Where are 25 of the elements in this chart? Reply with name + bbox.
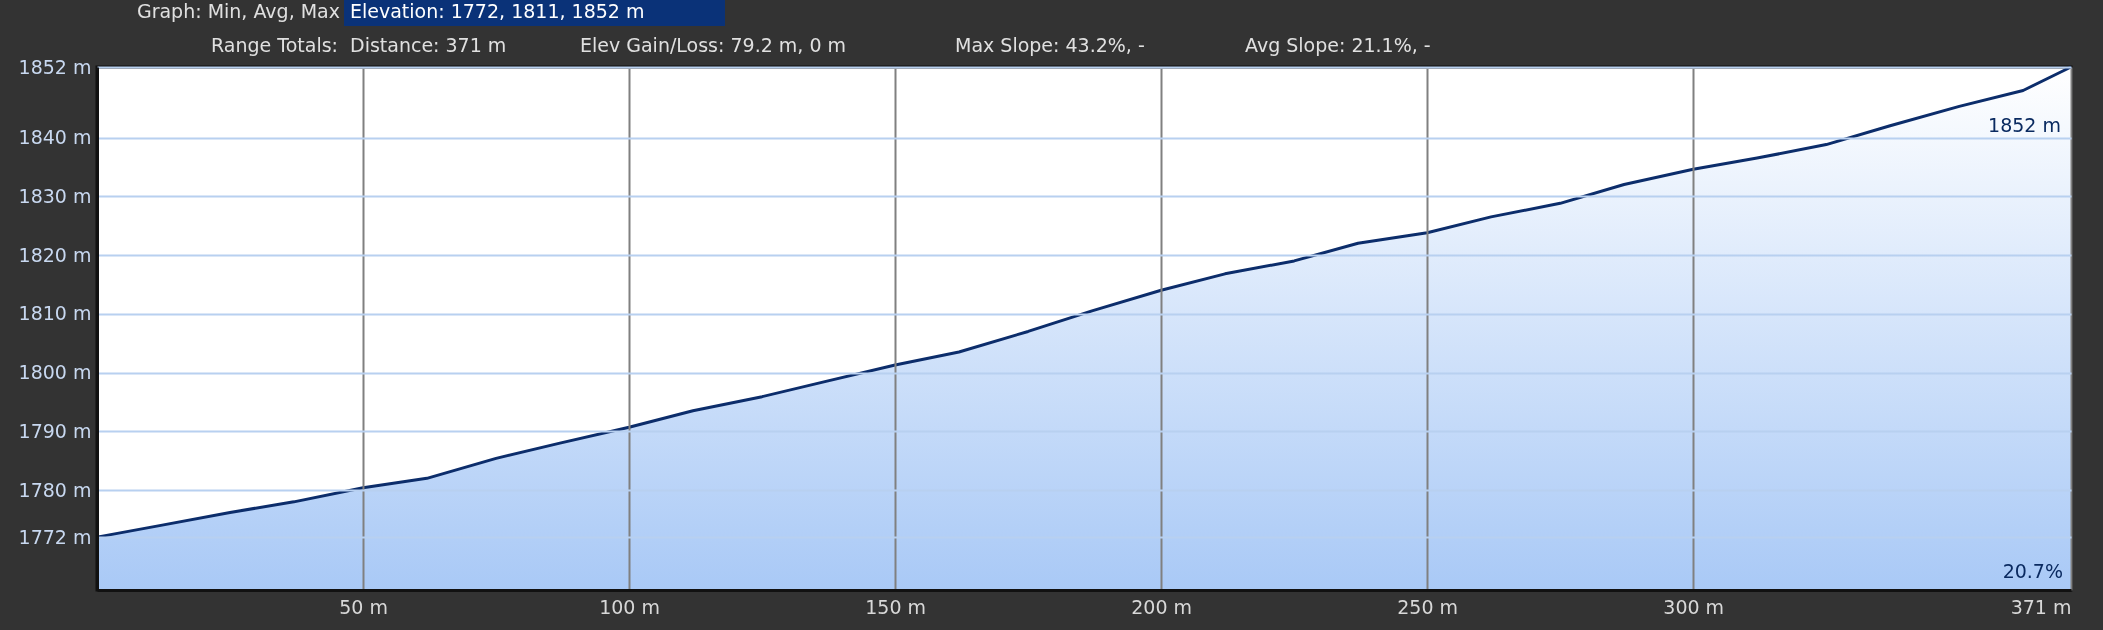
x-tick-label: 300 m	[1663, 595, 1725, 618]
y-tick-label: 1800 m	[18, 361, 92, 384]
y-tick-label: 1852 m	[18, 55, 92, 78]
y-tick-label: 1772 m	[18, 525, 92, 548]
x-tick-label: 150 m	[865, 595, 927, 618]
y-tick-label: 1840 m	[18, 126, 92, 149]
x-tick-label: 371 m	[2010, 595, 2072, 618]
y-tick-label: 1780 m	[18, 478, 92, 501]
text: Elev Gain/Loss: 79.2 m, 0 m	[580, 34, 847, 56]
y-tick-label: 1810 m	[18, 302, 92, 325]
annotation: 20.7%	[2002, 560, 2063, 582]
x-tick-label: 200 m	[1131, 595, 1193, 618]
x-tick-label: 250 m	[1397, 595, 1459, 618]
text: Distance: 371 m	[350, 34, 507, 56]
text: Elevation: 1772, 1811, 1852 m	[350, 0, 645, 22]
text: Avg Slope: 21.1%, -	[1245, 34, 1431, 56]
text: Max Slope: 43.2%, -	[955, 34, 1145, 56]
text: Range Totals:	[211, 34, 338, 56]
text: Graph: Min, Avg, Max	[136, 0, 340, 22]
annotation: 1852 m	[1988, 114, 2061, 136]
y-tick-label: 1790 m	[18, 419, 92, 442]
y-tick-label: 1830 m	[18, 184, 92, 207]
x-tick-label: 100 m	[599, 595, 660, 618]
y-tick-label: 1820 m	[18, 243, 92, 266]
x-tick-label: 50 m	[339, 595, 388, 618]
